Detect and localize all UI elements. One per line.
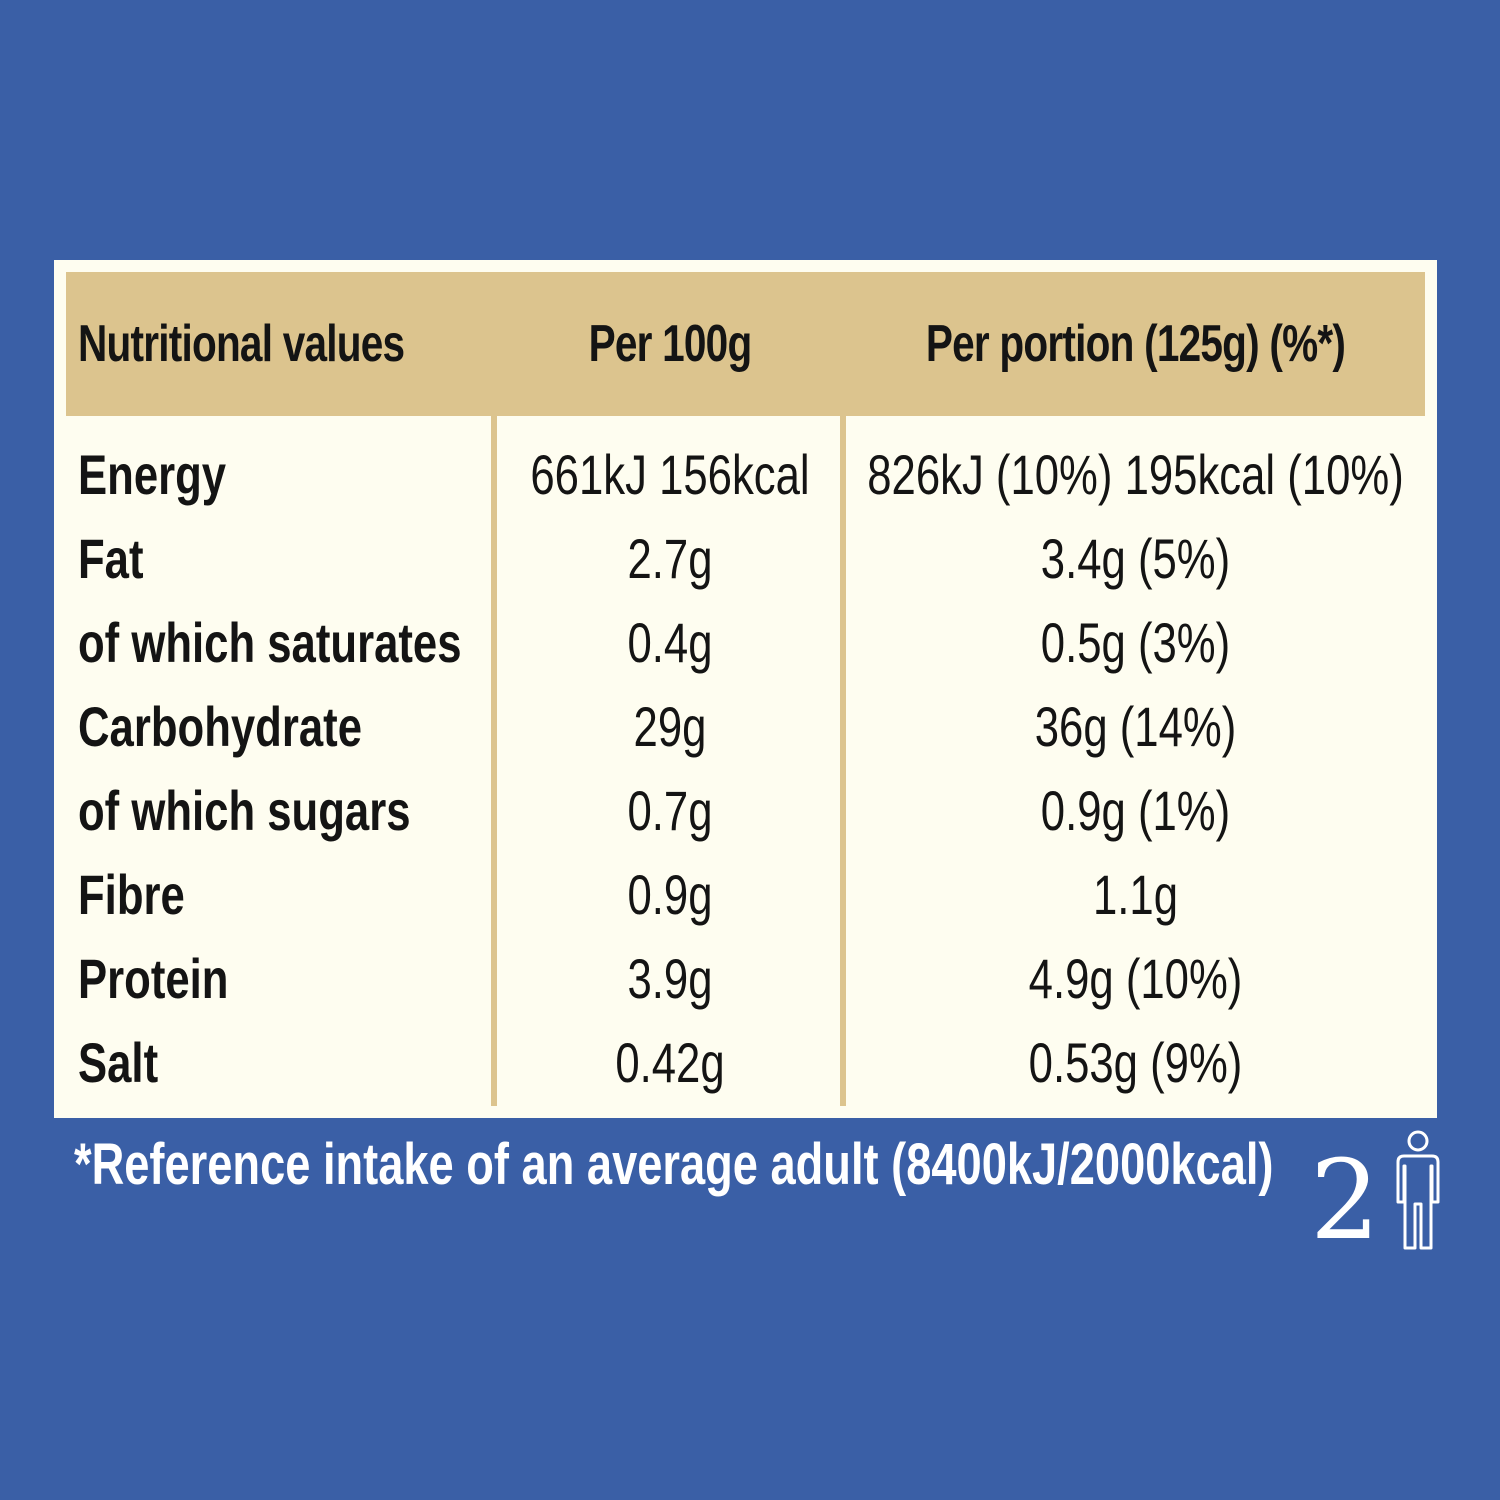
portions-indicator: 2 (1310, 1130, 1450, 1260)
column-divider (840, 272, 846, 1106)
nutrient-label: of which sugars (78, 778, 411, 842)
nutrient-label: Carbohydrate (78, 694, 362, 758)
per-100g-value: 2.7g (627, 526, 713, 590)
header-per-portion: Per portion (125g) (%*) (925, 315, 1346, 373)
per-portion-value: 0.9g (1%) (1040, 778, 1231, 842)
per-100g-value: 3.9g (627, 946, 713, 1010)
table-header-bar (66, 272, 1425, 416)
per-portion-value: 3.4g (5%) (1040, 526, 1231, 590)
nutrient-label: Fibre (78, 862, 185, 926)
per-100g-value: 0.7g (627, 778, 713, 842)
per-portion-value: 4.9g (10%) (1028, 946, 1243, 1010)
person-icon (1396, 1130, 1440, 1250)
per-portion-value: 0.53g (9%) (1028, 1030, 1243, 1094)
per-portion-value: 0.5g (3%) (1040, 610, 1231, 674)
nutrient-label: Energy (78, 442, 227, 506)
portions-count: 2 (1310, 1136, 1380, 1264)
per-100g-value: 0.4g (627, 610, 713, 674)
per-portion-value: 36g (14%) (1034, 694, 1237, 758)
nutrient-label: Fat (78, 526, 144, 590)
nutrient-label: of which saturates (78, 610, 462, 674)
column-divider (491, 272, 497, 1106)
per-100g-value: 0.9g (627, 862, 713, 926)
nutrient-label: Protein (78, 946, 229, 1010)
per-100g-value: 29g (633, 694, 707, 758)
header-per-100g: Per 100g (588, 315, 753, 373)
per-100g-value: 0.42g (615, 1030, 725, 1094)
nutrient-label: Salt (78, 1030, 159, 1094)
per-100g-value: 661kJ 156kcal (530, 442, 810, 506)
nutrition-table: Nutritional values Per 100g Per portion … (54, 260, 1437, 1118)
per-portion-value: 826kJ (10%) 195kcal (10%) (867, 442, 1404, 506)
reference-intake-footnote: *Reference intake of an average adult (8… (74, 1131, 1274, 1197)
header-nutritional-values: Nutritional values (78, 315, 405, 373)
per-portion-value: 1.1g (1092, 862, 1179, 926)
